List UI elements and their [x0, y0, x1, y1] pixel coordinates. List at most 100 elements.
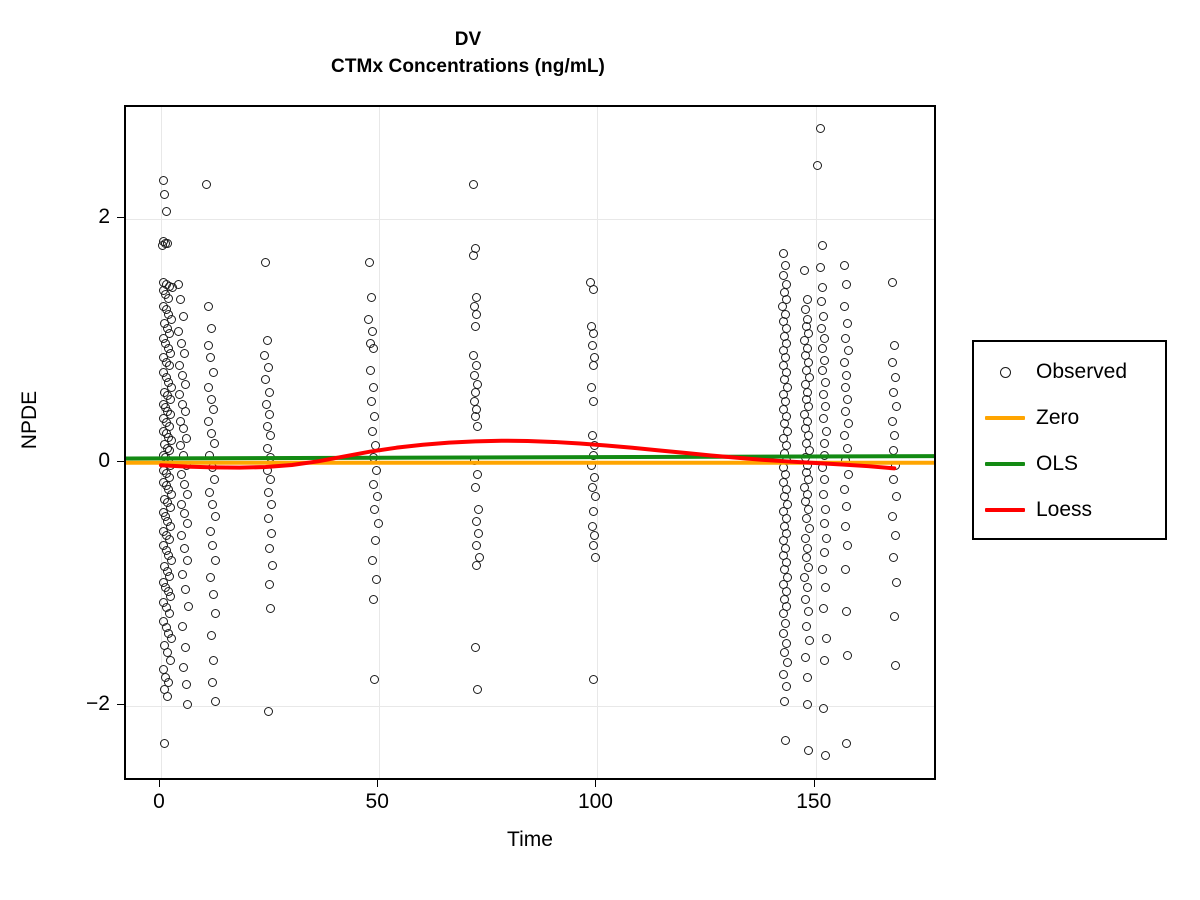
legend-item-zero[interactable]: Zero — [974, 396, 1165, 440]
data-point — [166, 489, 176, 499]
data-point — [469, 351, 479, 361]
data-point — [167, 555, 177, 565]
data-point — [177, 531, 187, 541]
data-point — [803, 504, 813, 514]
data-point — [373, 519, 383, 529]
data-point — [782, 638, 791, 648]
data-point — [591, 553, 601, 563]
data-point — [162, 692, 172, 702]
data-point — [819, 414, 829, 424]
data-point — [821, 504, 831, 514]
data-point — [818, 565, 828, 575]
legend-item-ols[interactable]: OLS — [974, 442, 1165, 486]
data-point — [472, 470, 482, 480]
data-point — [204, 302, 214, 312]
data-point — [801, 594, 811, 604]
data-point — [182, 699, 192, 709]
data-point — [468, 180, 478, 190]
data-point — [180, 584, 190, 594]
data-point — [473, 504, 483, 514]
data-point — [264, 543, 274, 553]
data-point — [588, 360, 598, 370]
data-point — [842, 650, 852, 660]
fit-lines-layer — [126, 438, 934, 471]
data-point — [889, 341, 899, 351]
data-point — [208, 589, 218, 599]
data-point — [842, 370, 852, 380]
data-point — [208, 541, 218, 551]
data-point — [208, 368, 218, 378]
data-point — [589, 507, 599, 516]
data-point — [180, 348, 190, 358]
data-point — [818, 489, 828, 499]
data-point — [206, 353, 216, 363]
data-point — [589, 472, 599, 482]
legend-key-line — [974, 462, 1036, 466]
data-point — [588, 285, 598, 295]
data-point — [163, 677, 173, 687]
data-point — [176, 295, 186, 304]
data-point — [174, 326, 184, 336]
legend-item-loess[interactable]: Loess — [974, 488, 1165, 532]
data-point — [207, 429, 217, 439]
data-point — [178, 424, 188, 434]
data-point — [804, 563, 814, 573]
data-point — [473, 421, 483, 431]
data-point — [780, 648, 790, 658]
data-point — [265, 604, 275, 614]
data-point — [183, 602, 193, 612]
data-point — [204, 382, 213, 392]
legend-key-line — [974, 416, 1036, 420]
data-point — [801, 553, 811, 563]
data-point — [817, 343, 827, 353]
y-tick-label: 0 — [98, 448, 110, 472]
data-point — [804, 524, 814, 534]
data-point — [205, 526, 215, 536]
data-point — [209, 438, 219, 448]
gridline-vertical — [379, 107, 381, 778]
data-point — [368, 555, 378, 565]
data-point — [840, 431, 850, 441]
data-point — [841, 407, 851, 417]
data-point — [262, 421, 272, 431]
data-point — [370, 411, 380, 421]
data-point — [800, 533, 810, 543]
data-point — [372, 575, 382, 585]
data-point — [471, 482, 481, 492]
data-point — [819, 438, 829, 448]
data-point — [204, 416, 214, 426]
data-point — [815, 263, 825, 273]
data-point — [782, 295, 792, 304]
x-tick-label: 100 — [577, 790, 613, 813]
data-point — [179, 480, 189, 490]
data-point — [842, 502, 852, 512]
data-point — [472, 309, 482, 319]
data-point — [819, 704, 829, 714]
data-point — [206, 631, 216, 641]
data-point — [371, 536, 381, 546]
data-point — [472, 360, 482, 370]
data-point — [891, 577, 901, 587]
data-point — [471, 387, 481, 397]
data-point — [161, 207, 171, 217]
data-point — [819, 655, 829, 665]
data-point — [804, 475, 814, 485]
data-point — [366, 397, 376, 407]
data-point — [471, 292, 481, 302]
data-point — [778, 270, 788, 280]
data-point — [816, 297, 826, 307]
data-point — [587, 521, 597, 531]
gridline-horizontal — [126, 219, 934, 221]
data-point — [819, 312, 829, 322]
legend-item-observed[interactable]: Observed — [974, 350, 1165, 394]
x-tick-label: 150 — [796, 790, 832, 813]
data-point — [177, 338, 187, 348]
data-point — [166, 592, 176, 602]
data-point — [366, 292, 376, 302]
data-point — [202, 180, 212, 190]
data-point — [262, 336, 272, 346]
data-point — [207, 324, 217, 334]
data-point — [179, 509, 189, 519]
data-point — [372, 492, 382, 502]
chart-subtitle: CTMx Concentrations (ng/mL) — [331, 56, 605, 77]
